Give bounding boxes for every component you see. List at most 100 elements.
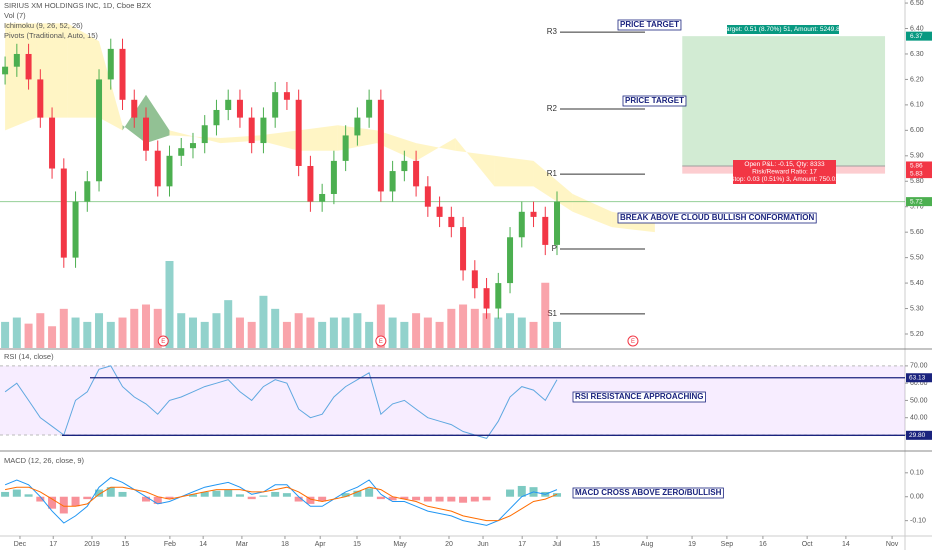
volume-bar	[224, 300, 233, 348]
target-zone	[682, 36, 886, 166]
macd-histogram-bar	[1, 491, 10, 497]
y-tick-label: 5.40	[910, 280, 924, 287]
volume-bar	[553, 321, 562, 348]
ichimoku-cloud	[533, 160, 573, 212]
indicator-label: Ichimoku (9, 26, 52, 26)	[4, 21, 83, 30]
candle-body	[213, 109, 220, 126]
volume-bar	[95, 313, 104, 348]
macd-histogram-bar	[153, 496, 162, 504]
volume-bar	[165, 261, 174, 348]
annotation-box	[617, 19, 682, 31]
volume-bar	[435, 321, 444, 348]
volume-bar	[200, 321, 209, 348]
stop-tag: Stop: 0.03 (0.51%) 3, Amount: 750.01	[730, 176, 839, 183]
level-tag-bg	[906, 373, 932, 383]
macd-line	[4, 477, 558, 526]
pivot-label: R1	[547, 169, 558, 178]
candle-body	[236, 99, 243, 118]
rsi-band	[0, 365, 905, 435]
candle-body	[283, 92, 290, 100]
volume-bar	[48, 326, 57, 348]
candle-body	[13, 53, 20, 67]
volume-bar	[470, 308, 479, 348]
annotation-box	[572, 487, 724, 499]
macd-histogram-bar	[341, 493, 350, 497]
candle-body	[377, 99, 384, 192]
macd-histogram-bar	[259, 495, 268, 497]
y-tick-label: 6.40	[910, 25, 924, 32]
candle-body	[72, 201, 79, 258]
candle-body	[260, 117, 267, 144]
candle-body	[495, 283, 502, 309]
price-tag-bg	[906, 31, 932, 41]
y-tick-label: 5.20	[910, 331, 924, 338]
annotation: MACD CROSS ABOVE ZERO/BULLISH	[575, 488, 722, 497]
earnings-label: E	[161, 339, 165, 345]
volume-bar	[341, 317, 350, 348]
x-tick-label: 18	[281, 541, 289, 548]
macd-histogram-bar	[294, 496, 303, 502]
volume-bar	[259, 295, 268, 348]
macd-histogram-bar	[306, 496, 315, 504]
x-tick-label: 17	[49, 541, 57, 548]
volume-bar	[494, 317, 503, 348]
macd-histogram-bar	[224, 489, 233, 497]
x-tick-label: 20	[445, 541, 453, 548]
volume-bar	[329, 317, 338, 348]
y-tick-label: 6.00	[910, 127, 924, 134]
x-tick-label: Dec	[14, 541, 27, 548]
ichimoku-cloud	[376, 130, 417, 161]
y-tick-label: 5.90	[910, 153, 924, 160]
ichimoku-cloud	[572, 193, 612, 228]
ichimoku-cloud	[259, 130, 299, 151]
ichimoku-cloud	[146, 94, 170, 144]
annotation-box	[572, 391, 706, 403]
ichimoku-cloud	[494, 155, 534, 187]
annotation: BREAK ABOVE CLOUD BULLISH CONFORMATION	[620, 213, 814, 222]
pane-title: MACD (12, 26, close, 9)	[4, 456, 85, 465]
candle-body	[119, 48, 126, 100]
volume-bar	[306, 317, 315, 348]
target-tag: Target: 0.51 (8.70%) 51, Amount: 5249.83	[723, 26, 844, 33]
price-tag-bg	[906, 161, 932, 171]
stop-tag-bg	[733, 160, 836, 184]
macd-histogram-bar	[142, 496, 151, 502]
macd-histogram-bar	[24, 494, 33, 497]
price-tag: 6.37	[910, 33, 923, 40]
macd-histogram-bar	[212, 490, 221, 497]
price-tag: 5.86	[910, 163, 923, 170]
volume-bar	[235, 317, 244, 348]
volume-bar	[318, 321, 327, 348]
macd-histogram-bar	[482, 496, 491, 501]
candle-body	[401, 160, 408, 172]
earnings-marker	[627, 335, 639, 347]
volume-bar	[282, 321, 291, 348]
macd-histogram-bar	[376, 496, 385, 500]
ichimoku-cloud	[455, 137, 495, 187]
macd-histogram-bar	[165, 496, 174, 500]
candle-body	[389, 171, 396, 192]
candle-body	[330, 160, 337, 194]
y-tick-label: 5.50	[910, 254, 924, 261]
volume-bar	[177, 313, 186, 348]
macd-histogram-bar	[282, 493, 291, 497]
y-tick-label: 5.70	[910, 204, 924, 211]
volume-bar	[412, 313, 421, 348]
macd-histogram-bar	[388, 496, 397, 501]
candle-body	[131, 99, 138, 118]
y-tick-label: 6.10	[910, 102, 924, 109]
candle-body	[448, 216, 455, 228]
x-tick-label: 17	[518, 541, 526, 548]
ichimoku-cloud	[169, 130, 221, 144]
candle-body	[342, 135, 349, 161]
macd-histogram-bar	[412, 496, 421, 501]
volume-bar	[388, 317, 397, 348]
pivot-label: S1	[547, 309, 557, 318]
volume-bar	[271, 308, 280, 348]
macd-histogram-bar	[235, 494, 244, 497]
x-tick-label: 14	[842, 541, 850, 548]
candle-body	[295, 99, 302, 166]
price-tag-bg	[906, 197, 932, 207]
target-tag-bg	[727, 25, 839, 34]
